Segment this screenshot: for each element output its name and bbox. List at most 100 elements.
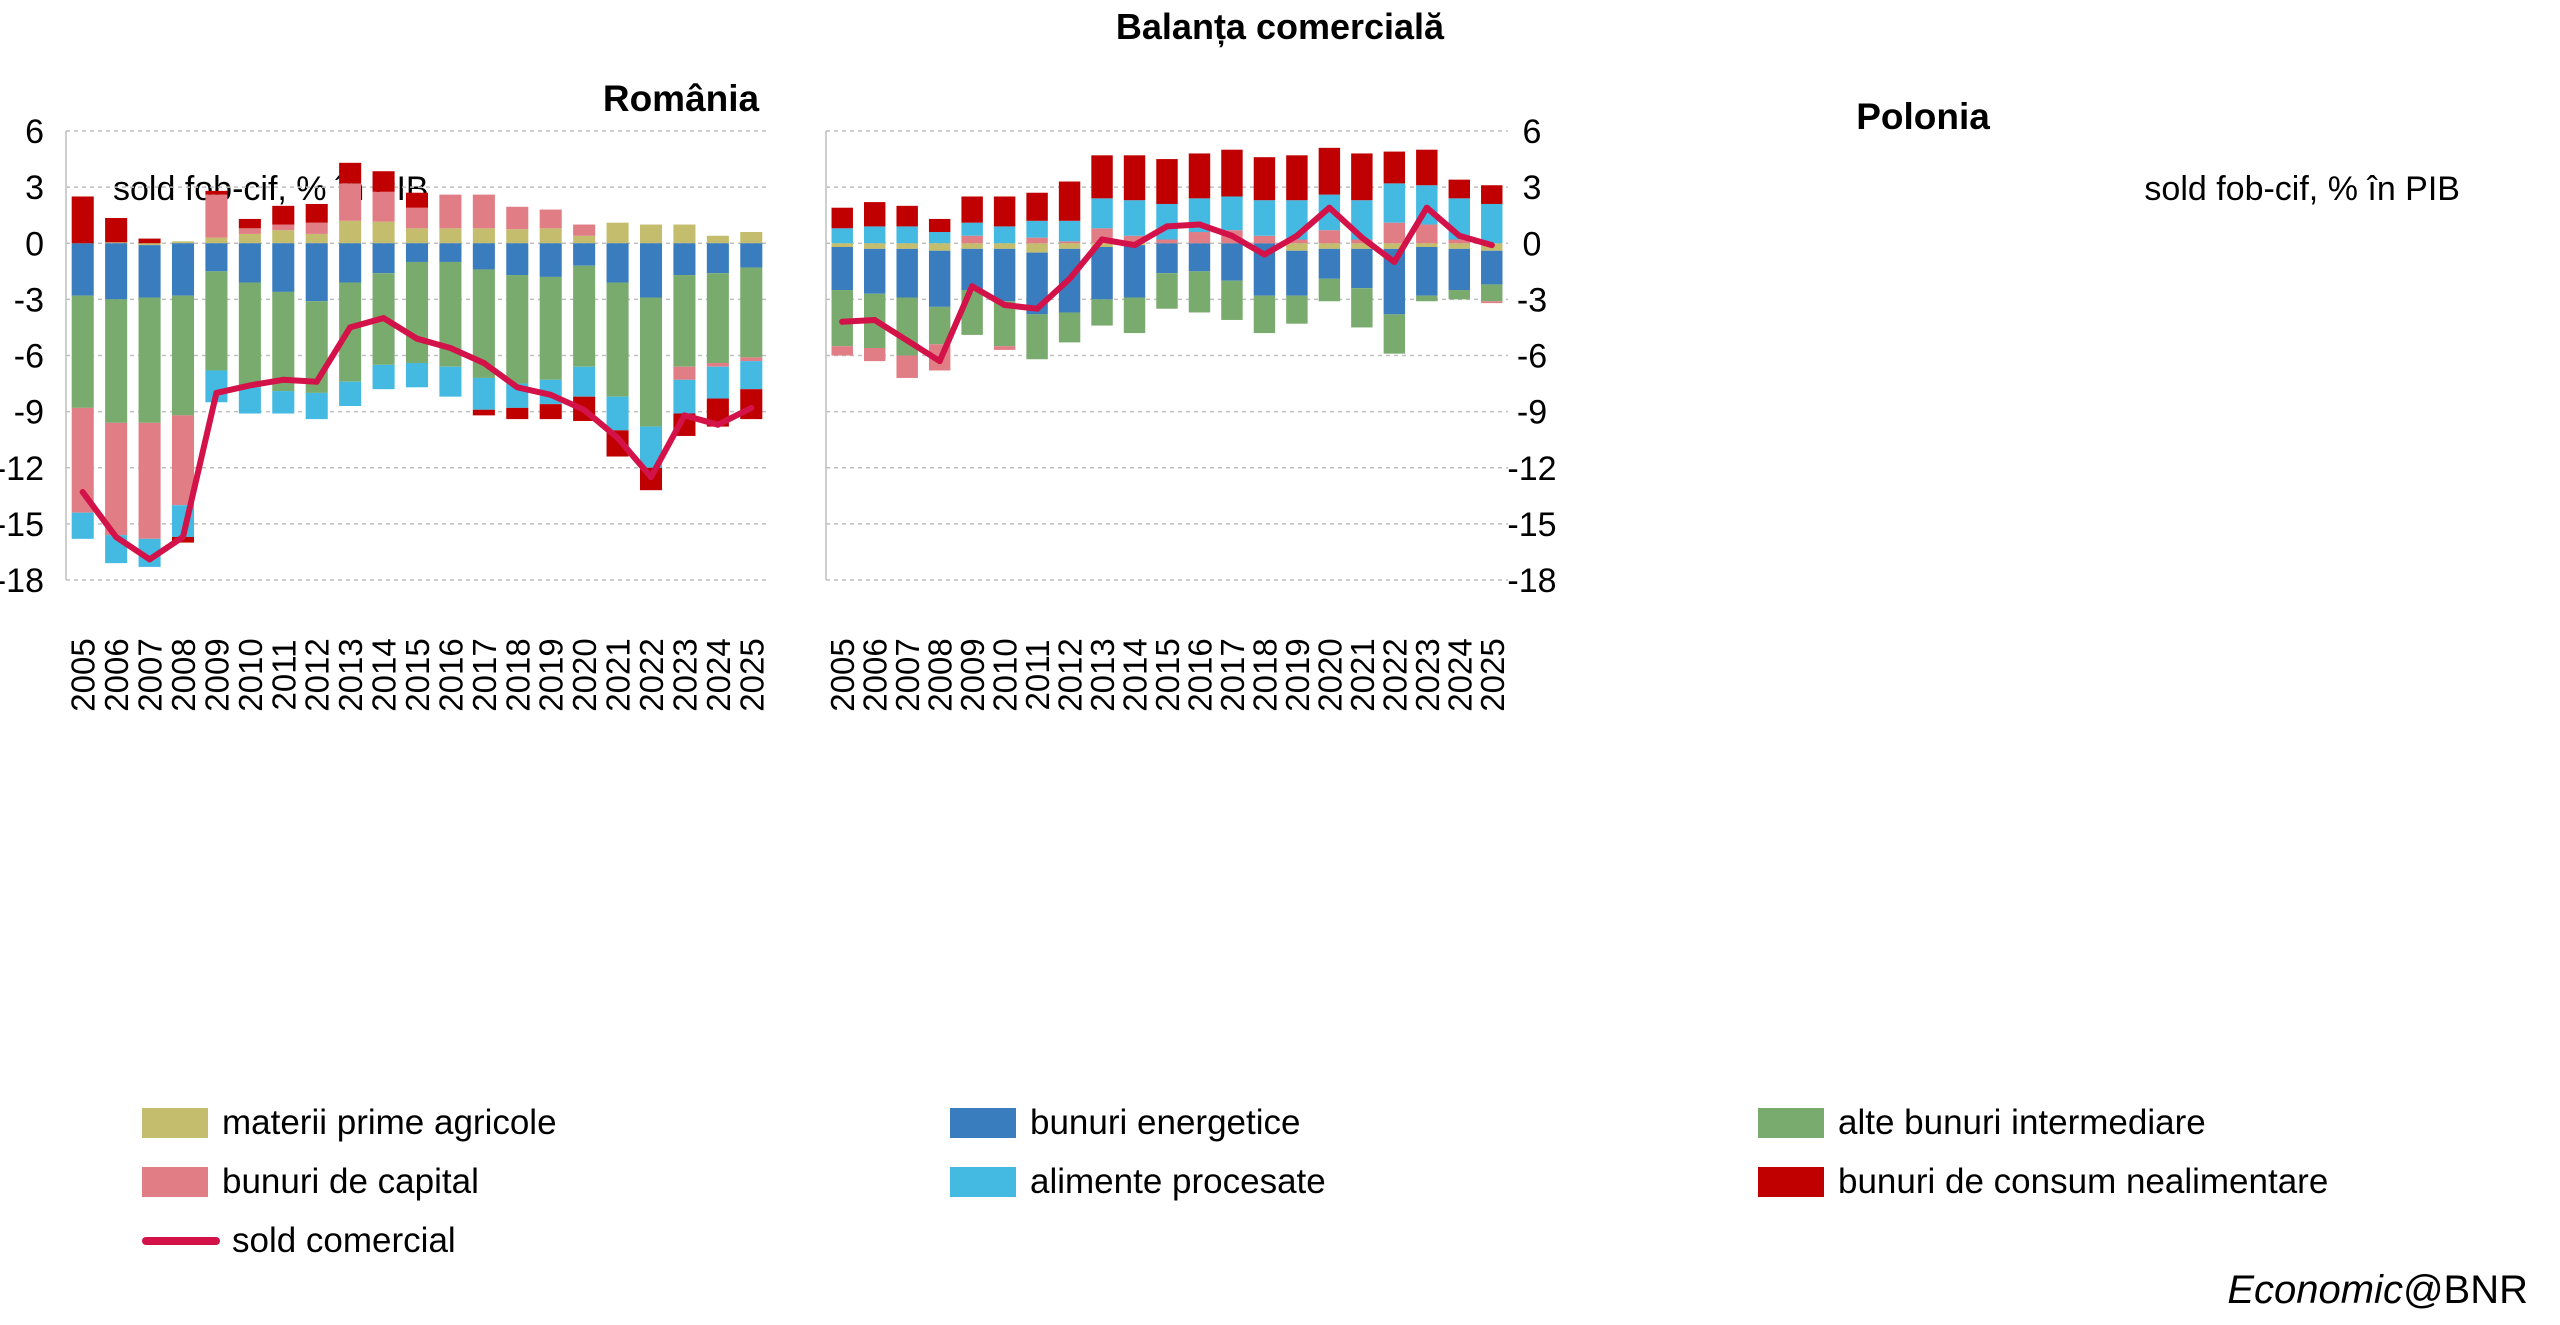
bar-materii-prime-agricole [472, 228, 495, 244]
bar-materii-prime-agricole [993, 243, 1016, 249]
legend-label: alimente procesate [1030, 1162, 1326, 1201]
bar-alimente-procesate [740, 361, 763, 390]
bar-bunuri-energetice [573, 243, 596, 266]
bar-alimente-procesate [706, 366, 729, 399]
bar-bunuri-energetice [339, 243, 362, 283]
x-tick-label: 2006 [98, 638, 135, 711]
bar-alimente-procesate [405, 362, 429, 388]
x-tick-label: 2013 [1084, 638, 1121, 711]
legend-swatch [950, 1167, 1016, 1197]
x-tick-label: 2016 [432, 638, 469, 711]
bar-bunuri-energetice [740, 243, 763, 268]
bar-alte-bunuri-intermediare [706, 273, 729, 363]
bar-materii-prime-agricole [272, 230, 295, 244]
bar-bunuri-de-capital [573, 224, 596, 236]
x-tick-label: 2009 [954, 638, 991, 711]
line-point [1228, 232, 1235, 239]
line-point [447, 345, 454, 352]
bar-bunuri-energetice [863, 248, 886, 294]
line-point [1358, 234, 1365, 241]
x-tick-label: 2010 [987, 638, 1024, 711]
bar-bunuri-de-consum-nealimentare [1416, 149, 1438, 186]
x-tick-label: 2011 [1019, 640, 1056, 711]
bar-bunuri-de-capital [1481, 301, 1503, 304]
plot-polonia: 630-3-6-9-12-15-182005200620072008200920… [824, 113, 1556, 712]
bar-bunuri-de-consum-nealimentare [305, 203, 328, 223]
bar-alte-bunuri-intermediare [238, 282, 261, 388]
bar-bunuri-energetice [831, 246, 853, 291]
x-tick-label: 2015 [399, 638, 436, 711]
bar-bunuri-energetice [673, 243, 696, 276]
y-tick-label: -9 [14, 394, 44, 432]
bar-alte-bunuri-intermediare [740, 267, 763, 358]
bar-alte-bunuri-intermediare [71, 295, 94, 408]
bar-alte-bunuri-intermediare [1091, 299, 1113, 326]
bar-alimente-procesate [928, 232, 951, 244]
bar-alimente-procesate [305, 392, 328, 420]
legend-item-sold-comercial: sold comercial [142, 1221, 456, 1261]
x-tick-label: 2025 [1474, 638, 1511, 711]
y-tick-label: -3 [1517, 281, 1547, 319]
line-point [347, 324, 354, 331]
line-point [1261, 251, 1268, 258]
bar-bunuri-de-capital [993, 346, 1016, 350]
bar-alimente-procesate [993, 226, 1016, 244]
bar-bunuri-energetice [896, 248, 918, 298]
y-tick-label: -9 [1517, 394, 1547, 432]
bar-bunuri-energetice [272, 243, 295, 292]
bar-alimente-procesate [831, 228, 853, 244]
bar-alte-bunuri-intermediare [1123, 297, 1146, 334]
bar-alte-bunuri-intermediare [439, 261, 462, 367]
x-tick-label: 2012 [299, 638, 336, 711]
bar-bunuri-de-capital [1318, 230, 1341, 244]
bar-materii-prime-agricole [606, 222, 629, 244]
figure-title: Balanța comercială [1115, 6, 1445, 47]
bar-bunuri-energetice [1156, 243, 1178, 274]
bar-bunuri-de-consum-nealimentare [1026, 192, 1048, 221]
bar-materii-prime-agricole [740, 232, 763, 244]
bar-alimente-procesate [639, 426, 663, 468]
line-point [1034, 305, 1041, 312]
x-tick-label: 2008 [165, 638, 202, 711]
bar-bunuri-energetice [606, 243, 629, 283]
bar-alimente-procesate [1318, 194, 1341, 231]
bar-bunuri-de-capital [272, 224, 295, 231]
bar-alte-bunuri-intermediare [1416, 295, 1438, 302]
bar-bunuri-de-capital [472, 194, 495, 229]
bar-materii-prime-agricole [238, 233, 261, 244]
x-tick-label: 2023 [1409, 638, 1446, 711]
bar-bunuri-energetice [706, 243, 729, 274]
line-point [1293, 232, 1300, 239]
x-tick-label: 2024 [700, 638, 737, 711]
bar-alte-bunuri-intermediare [606, 282, 629, 397]
bar-alte-bunuri-intermediare [539, 276, 562, 380]
x-tick-label: 2024 [1441, 638, 1478, 711]
x-tick-label: 2016 [1181, 638, 1218, 711]
x-tick-label: 2014 [366, 638, 403, 711]
bar-bunuri-energetice [1351, 248, 1373, 289]
legend-label: sold comercial [232, 1221, 456, 1260]
bar-bunuri-de-capital [1383, 222, 1406, 244]
bar-bunuri-de-capital [1123, 235, 1146, 244]
x-tick-label: 2014 [1117, 638, 1154, 711]
bar-bunuri-de-capital [439, 194, 462, 229]
bar-bunuri-de-consum-nealimentare [71, 196, 94, 244]
chart-title-polonia: Polonia [1856, 96, 1990, 137]
bar-alte-bunuri-intermediare [993, 301, 1016, 347]
line-point [581, 406, 588, 413]
bar-materii-prime-agricole [1351, 243, 1373, 249]
bar-bunuri-de-consum-nealimentare [1091, 155, 1113, 199]
bar-materii-prime-agricole [539, 228, 562, 244]
bar-alte-bunuri-intermediare [205, 271, 228, 371]
bar-bunuri-energetice [639, 243, 663, 298]
x-tick-label: 2019 [533, 638, 570, 711]
x-tick-label: 2006 [857, 638, 894, 711]
bar-bunuri-de-capital [1253, 235, 1276, 244]
y-tick-label: -6 [1517, 338, 1547, 376]
y-tick-label: 6 [25, 113, 44, 151]
bar-materii-prime-agricole [1416, 243, 1438, 247]
bar-bunuri-de-consum-nealimentare [961, 196, 983, 223]
legend-label: alte bunuri intermediare [1838, 1103, 2206, 1142]
plot-romania: 630-3-6-9-12-15-182005200620072008200920… [0, 113, 770, 712]
